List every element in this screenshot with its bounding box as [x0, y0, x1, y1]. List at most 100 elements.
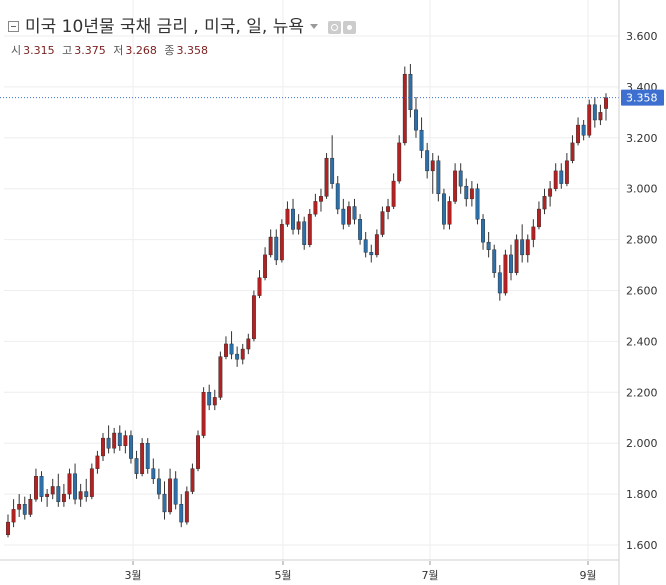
candle[interactable] [391, 173, 396, 210]
candle[interactable] [414, 97, 418, 138]
candle[interactable] [11, 499, 16, 528]
candle[interactable] [598, 104, 603, 126]
candle[interactable] [374, 229, 379, 258]
candle[interactable] [570, 135, 575, 164]
candle[interactable] [341, 198, 346, 230]
eye-icon[interactable] [328, 20, 341, 34]
candle[interactable] [162, 481, 167, 520]
candle[interactable] [346, 201, 351, 227]
candle[interactable] [369, 244, 374, 263]
candle[interactable] [481, 214, 485, 250]
candle[interactable] [397, 135, 402, 184]
candle[interactable] [408, 63, 413, 118]
candle[interactable] [129, 430, 133, 464]
candle[interactable] [73, 463, 77, 505]
candle[interactable] [503, 249, 508, 296]
candle[interactable] [291, 198, 295, 235]
candle[interactable] [263, 247, 268, 281]
candle[interactable] [330, 135, 335, 189]
candle[interactable] [240, 343, 245, 365]
collapse-icon[interactable] [8, 21, 19, 32]
candle[interactable] [285, 201, 290, 227]
candle[interactable] [151, 458, 156, 484]
candle[interactable] [61, 483, 66, 507]
candle[interactable] [39, 471, 44, 502]
candle[interactable] [559, 163, 564, 189]
candle[interactable] [386, 198, 390, 220]
candle[interactable] [112, 427, 117, 454]
candle[interactable] [587, 99, 592, 138]
candle[interactable] [168, 468, 173, 515]
candle[interactable] [497, 265, 502, 301]
candle[interactable] [492, 244, 497, 278]
candle[interactable] [67, 468, 72, 500]
candle[interactable] [22, 496, 27, 520]
candle[interactable] [509, 244, 513, 281]
candle[interactable] [84, 478, 89, 502]
candle[interactable] [246, 333, 251, 355]
candle[interactable] [475, 183, 480, 225]
candle[interactable] [307, 209, 312, 248]
candle[interactable] [581, 119, 586, 141]
candle[interactable] [436, 155, 441, 202]
candle[interactable] [201, 387, 206, 439]
candle[interactable] [235, 346, 240, 367]
candle[interactable] [358, 214, 363, 245]
candle[interactable] [274, 229, 279, 266]
candle[interactable] [50, 478, 55, 500]
candle[interactable] [78, 483, 83, 507]
candle[interactable] [296, 214, 301, 235]
candle[interactable] [145, 438, 150, 474]
candle[interactable] [179, 494, 184, 528]
candle[interactable] [514, 234, 519, 276]
price-axis[interactable]: 3.6003.4003.2003.0002.8002.6002.4002.200… [626, 30, 658, 552]
candle[interactable] [453, 163, 458, 204]
candle[interactable] [140, 438, 145, 477]
candle[interactable] [319, 188, 323, 212]
candle[interactable] [56, 473, 61, 507]
chevron-down-icon[interactable] [310, 23, 318, 29]
candle[interactable] [106, 425, 111, 454]
candle[interactable] [525, 234, 530, 263]
candle[interactable] [352, 198, 357, 225]
candle[interactable] [419, 117, 424, 159]
candle[interactable] [363, 231, 368, 258]
candle[interactable] [196, 430, 200, 472]
candle[interactable] [17, 494, 22, 518]
candle[interactable] [531, 219, 536, 248]
candle[interactable] [134, 450, 139, 479]
candle[interactable] [430, 153, 435, 194]
candle[interactable] [553, 163, 558, 192]
candle[interactable] [117, 425, 122, 451]
candle[interactable] [173, 471, 178, 510]
candle[interactable] [95, 450, 100, 474]
candle[interactable] [218, 351, 223, 400]
candle[interactable] [548, 181, 553, 207]
candle[interactable] [324, 153, 329, 199]
candle[interactable] [251, 290, 256, 342]
candle[interactable] [6, 514, 10, 538]
candle[interactable] [313, 193, 318, 217]
candle[interactable] [469, 181, 474, 207]
candle[interactable] [101, 433, 105, 462]
candle[interactable] [380, 206, 385, 238]
candle[interactable] [302, 216, 307, 250]
candle[interactable] [257, 270, 262, 299]
time-axis[interactable]: 3월 5월 7월 9월 [124, 561, 597, 582]
candle[interactable] [576, 117, 580, 146]
candle[interactable] [447, 196, 452, 230]
candle[interactable] [229, 331, 234, 360]
candle[interactable] [224, 336, 228, 360]
candle[interactable] [335, 175, 340, 215]
symbol-title[interactable]: 미국 10년물 국채 금리 , 미국, 일, 뉴욕 [25, 17, 304, 37]
candle[interactable] [520, 224, 525, 263]
candle[interactable] [564, 153, 569, 187]
candle[interactable] [592, 97, 597, 128]
candle[interactable] [268, 229, 273, 258]
candle[interactable] [207, 384, 212, 411]
candle[interactable] [425, 142, 430, 179]
candle[interactable] [184, 486, 189, 525]
candle[interactable] [212, 389, 217, 411]
candle[interactable] [28, 494, 33, 518]
